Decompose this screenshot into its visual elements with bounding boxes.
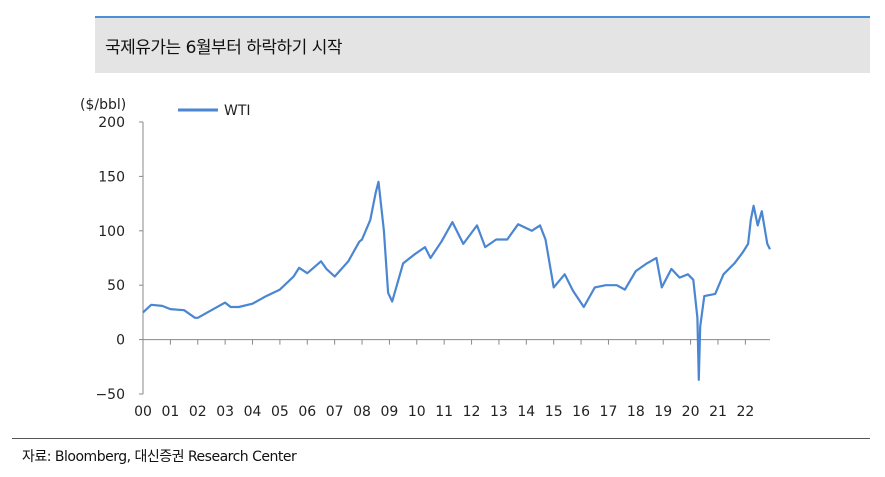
x-tick-label: 21 (709, 404, 727, 420)
x-tick-label: 10 (408, 404, 426, 420)
chart-title: 국제유가는 6월부터 하락하기 시작 (105, 38, 343, 58)
y-axis-label: ($/bbl) (80, 97, 126, 113)
x-tick-label: 03 (216, 404, 234, 420)
x-tick-label: 18 (627, 404, 645, 420)
source-note: 자료: Bloomberg, 대신증권 Research Center (22, 449, 297, 465)
x-tick-label: 05 (271, 404, 289, 420)
y-tick-label: 200 (98, 115, 125, 131)
x-tick-label: 02 (189, 404, 207, 420)
x-tick-label: 22 (736, 404, 754, 420)
y-tick-label: 100 (98, 224, 125, 240)
series-line-wti (142, 180, 771, 381)
y-tick-label: −50 (95, 387, 125, 403)
x-tick-label: 14 (517, 404, 535, 420)
x-tick-label: 13 (490, 404, 508, 420)
x-tick-label: 08 (353, 404, 371, 420)
x-tick-label: 16 (572, 404, 590, 420)
x-tick-label: 20 (682, 404, 700, 420)
x-tick-label: 19 (654, 404, 672, 420)
legend-label-wti: WTI (224, 103, 251, 119)
x-tick-label: 09 (381, 404, 399, 420)
top-accent-rule (95, 16, 870, 18)
x-tick-label: 17 (600, 404, 618, 420)
x-tick-label: 07 (326, 404, 344, 420)
x-tick-label: 06 (298, 404, 316, 420)
x-tick-label: 15 (545, 404, 563, 420)
x-tick-label: 12 (463, 404, 481, 420)
y-tick-label: 50 (107, 278, 125, 294)
x-tick-label: 00 (134, 404, 152, 420)
x-tick-label: 04 (244, 404, 262, 420)
x-tick-label: 11 (435, 404, 453, 420)
x-tick-label: 01 (161, 404, 179, 420)
chart-title-box: 국제유가는 6월부터 하락하기 시작 (95, 18, 870, 73)
bottom-rule (12, 438, 870, 439)
y-tick-label: 0 (116, 333, 125, 349)
y-tick-label: 150 (98, 169, 125, 185)
